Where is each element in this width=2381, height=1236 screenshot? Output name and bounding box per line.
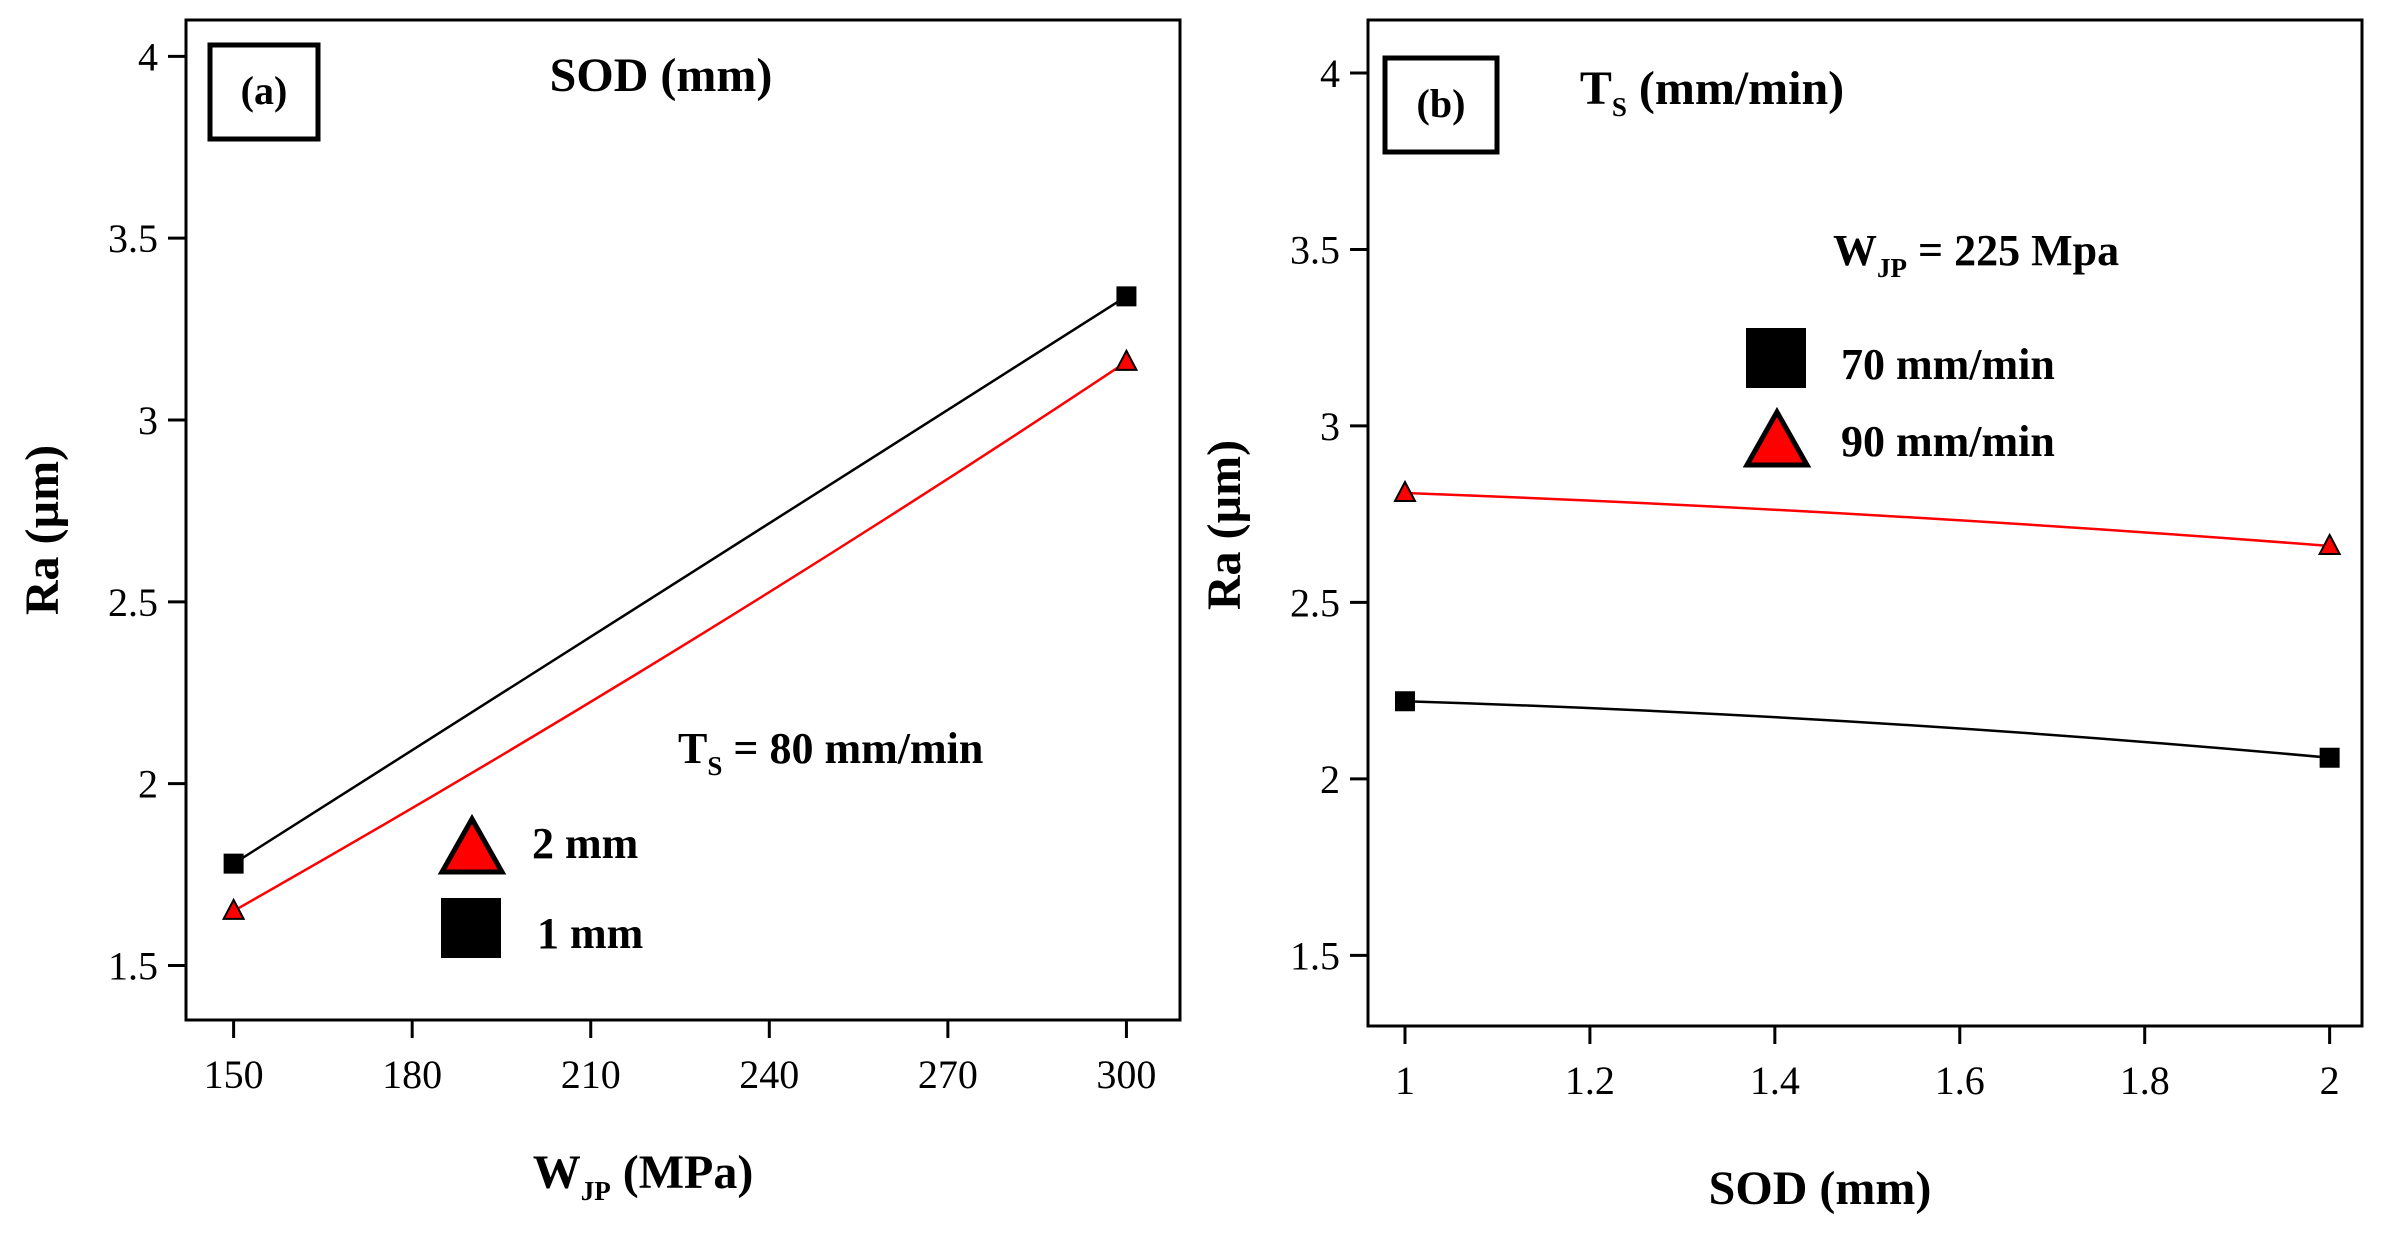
panel-label-b: (b) [1417,81,1466,126]
y-tick-label-a: 2 [138,762,158,807]
series-line-a-0 [232,295,1128,865]
data-point-triangle-b [1393,479,1417,502]
y-tick-label-b: 2 [1320,757,1340,802]
data-point-triangle-a [221,897,246,920]
legend-square-marker-a [441,898,501,958]
panel-label-box-b [1382,55,1500,155]
y-tick-label-a: 2.5 [108,580,158,625]
y-tick-label-a: 3.5 [108,216,158,261]
x-axis-title-b: SOD (mm) [1709,1162,1932,1215]
legend-square-marker-b [1746,328,1806,388]
x-tick-label-b: 2 [2320,1058,2340,1103]
data-point-square-a [1116,286,1137,307]
series-line-a-1 [233,360,1128,912]
x-tick-label-a: 180 [382,1052,442,1097]
data-point-square-a [223,853,244,874]
chart-title-a: SOD (mm) [550,49,773,102]
chart-title-b: TS (mm/min) [1580,62,1844,122]
chart-panel-b: (b) TS (mm/min) Ra (µm) SOD (mm) WJP = 2… [1198,18,2364,1215]
y-tick-label-b: 4 [1320,51,1340,96]
series-line-b-0 [1404,700,2330,759]
x-tick-label-b: 1.2 [1565,1058,1615,1103]
legend-a: 2 mm 1 mm [437,813,643,958]
legend-label-a-2: 1 mm [537,909,643,958]
legend-triangle-marker-b [1742,406,1812,468]
chart-panel-a: (a) SOD (mm) Ra (µm) WJP (MPa) TS = 80 m… [16,18,1182,1206]
x-tick-label-a: 270 [918,1052,978,1097]
data-point-triangle-a [1114,348,1139,371]
y-axis-title-b: Ra (µm) [1198,440,1251,610]
y-tick-label-a: 1.5 [108,943,158,988]
y-axis-title-a: Ra (µm) [16,445,69,615]
x-tick-label-b: 1.6 [1935,1058,1985,1103]
x-tick-label-b: 1.8 [2120,1058,2170,1103]
y-tick-label-a: 3 [138,398,158,443]
legend-label-a-1: 2 mm [532,819,638,868]
legend-b: 70 mm/min 90 mm/min [1742,328,2055,468]
series-line-b-1 [1404,491,2330,548]
legend-triangle-marker-a [437,813,507,875]
y-tick-label-a: 4 [138,34,158,79]
data-point-square-b [1394,691,1415,712]
plot-frame-a [184,18,1182,1022]
legend-label-b-1: 70 mm/min [1841,340,2055,389]
y-tick-label-b: 2.5 [1290,580,1340,625]
panel-label-box-a [207,42,321,142]
x-tick-label-a: 240 [739,1052,799,1097]
legend-label-b-2: 90 mm/min [1841,417,2055,466]
x-tick-label-a: 210 [561,1052,621,1097]
x-axis-title-a: WJP (MPa) [533,1146,754,1206]
fixed-param-a: TS = 80 mm/min [678,724,983,781]
x-tick-label-b: 1 [1395,1058,1415,1103]
y-tick-label-b: 3.5 [1290,227,1340,272]
x-tick-label-a: 150 [204,1052,264,1097]
data-point-triangle-b [2317,532,2342,555]
x-tick-label-b: 1.4 [1750,1058,1800,1103]
x-tick-label-a: 300 [1096,1052,1156,1097]
fixed-param-b: WJP = 225 Mpa [1833,226,2119,283]
y-tick-label-b: 3 [1320,404,1340,449]
y-tick-label-b: 1.5 [1290,933,1340,978]
panel-label-a: (a) [241,68,288,113]
data-point-square-b [2319,747,2340,768]
plot-frame-b [1366,18,2364,1028]
